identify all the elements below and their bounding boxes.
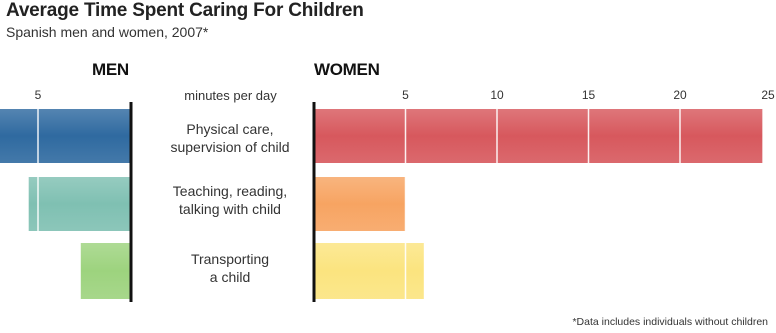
men-bar-transporting [80,243,131,299]
category-label-teaching: Teaching, reading, talking with child [172,183,288,217]
women-bar-physical-care [314,109,763,163]
women-tick-label: 25 [761,88,775,102]
women-bar-transporting [314,243,424,299]
women-tick-label: 20 [673,88,687,102]
men-bar-physical-care [0,109,131,163]
men-panel-heading: MEN [92,60,129,79]
women-tick-label: 5 [402,88,409,102]
women-panel-heading: WOMEN [314,60,380,79]
men-bar-teaching [28,177,132,231]
chart-title: Average Time Spent Caring For Children [6,0,364,21]
men-tick-label: 5 [34,88,42,102]
category-label-physical-care: Physical care, supervision of child [170,121,290,155]
category-label-transporting: Transporting a child [190,251,270,285]
chart-subtitle: Spanish men and women, 2007* [6,24,209,40]
women-bar-teaching [314,177,406,231]
women-tick-label: 15 [581,88,596,102]
unit-label: minutes per day [184,88,277,103]
footnote: *Data includes individuals without child… [572,316,768,328]
women-tick-label: 10 [490,88,504,102]
